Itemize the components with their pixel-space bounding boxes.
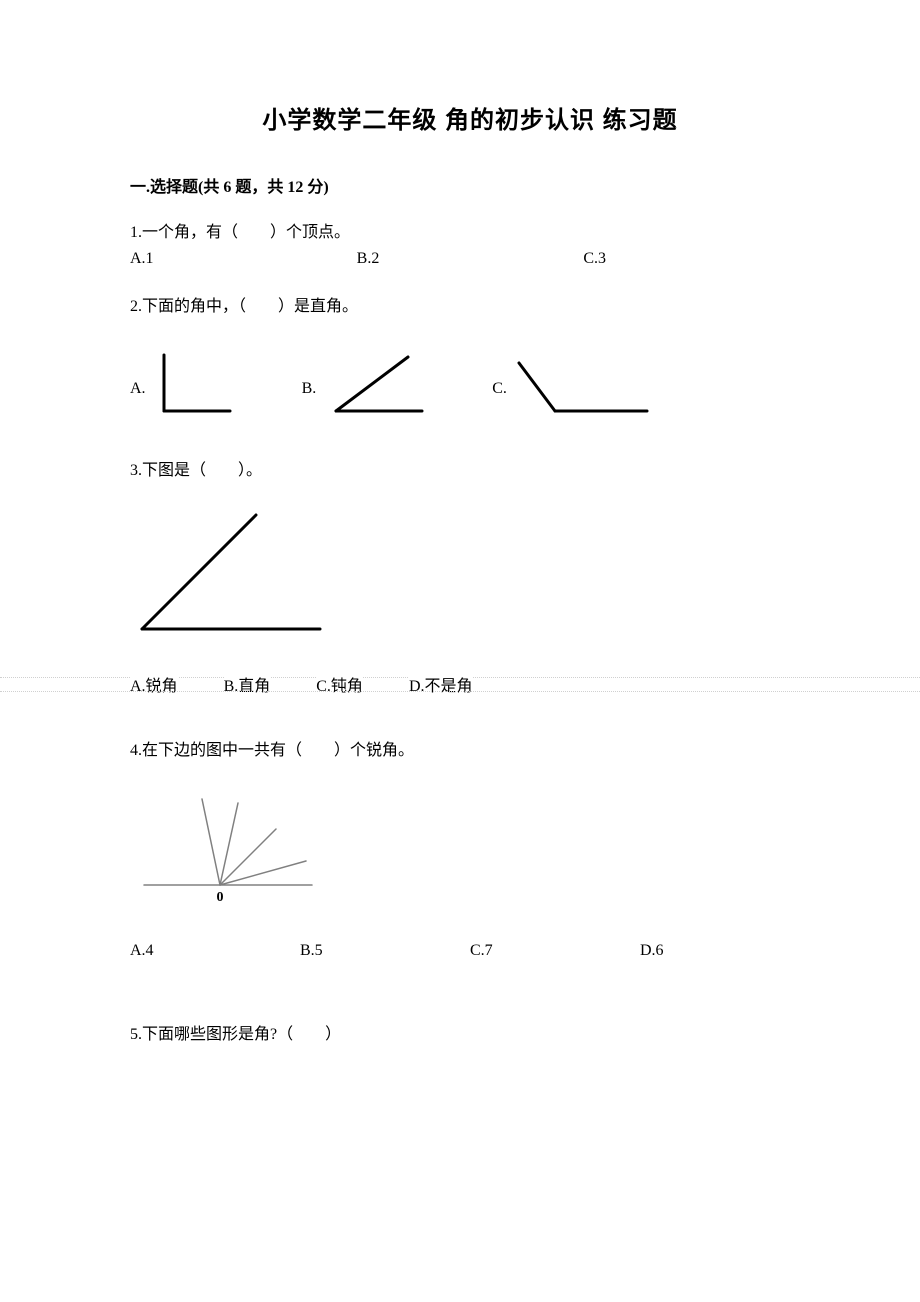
question-1-options: A.1 B.2 C.3 — [130, 247, 810, 271]
question-1: 1.一个角，有（ ）个顶点。 A.1 B.2 C.3 — [130, 221, 810, 271]
q3-option-c[interactable]: C.钝角 — [316, 675, 363, 699]
question-2-figures: A. B. C. — [130, 349, 810, 419]
question-2: 2.下面的角中，（ ）是直角。 A. B. C. — [130, 295, 810, 419]
page-title: 小学数学二年级 角的初步认识 练习题 — [130, 100, 810, 135]
q2-label-c: C. — [492, 377, 507, 419]
question-3: 3.下图是（ ）。 A.锐角 B.直角 C.钝角 D.不是角 — [130, 459, 810, 699]
question-3-text: 3.下图是（ ）。 — [130, 459, 810, 483]
q3-option-d[interactable]: D.不是角 — [409, 675, 473, 699]
q3-angle-icon — [130, 509, 330, 639]
q1-option-b[interactable]: B.2 — [357, 247, 584, 271]
q2-label-a: A. — [130, 377, 146, 419]
q2-option-a[interactable]: A. — [130, 349, 242, 419]
q3-option-a[interactable]: A.锐角 — [130, 675, 178, 699]
q1-option-a[interactable]: A.1 — [130, 247, 357, 271]
section-heading: 一.选择题(共 6 题，共 12 分) — [130, 173, 810, 197]
question-4: 4.在下边的图中一共有（ ）个锐角。 0 A.4 B.5 C.7 D.6 — [130, 739, 810, 963]
q2-option-b[interactable]: B. — [302, 349, 433, 419]
q4-option-b[interactable]: B.5 — [300, 939, 470, 963]
question-5-text: 5.下面哪些图形是角?（ ） — [130, 1023, 810, 1047]
right-angle-icon — [152, 349, 242, 419]
q2-option-c[interactable]: C. — [492, 359, 653, 419]
q4-option-c[interactable]: C.7 — [470, 939, 640, 963]
obtuse-angle-icon — [513, 359, 653, 419]
q4-option-a[interactable]: A.4 — [130, 939, 300, 963]
question-3-options: A.锐角 B.直角 C.钝角 D.不是角 — [130, 675, 810, 699]
svg-text:0: 0 — [217, 890, 224, 903]
question-4-options: A.4 B.5 C.7 D.6 — [130, 939, 810, 963]
question-5: 5.下面哪些图形是角?（ ） — [130, 1023, 810, 1047]
question-4-text: 4.在下边的图中一共有（ ）个锐角。 — [130, 739, 810, 763]
q4-option-d[interactable]: D.6 — [640, 939, 810, 963]
acute-angle-icon — [322, 349, 432, 419]
q1-option-c[interactable]: C.3 — [583, 247, 810, 271]
question-1-text: 1.一个角，有（ ）个顶点。 — [130, 221, 810, 245]
q2-label-b: B. — [302, 377, 317, 419]
q4-rays-icon: 0 — [130, 793, 320, 903]
q3-option-b[interactable]: B.直角 — [224, 675, 271, 699]
question-2-text: 2.下面的角中，（ ）是直角。 — [130, 295, 810, 319]
